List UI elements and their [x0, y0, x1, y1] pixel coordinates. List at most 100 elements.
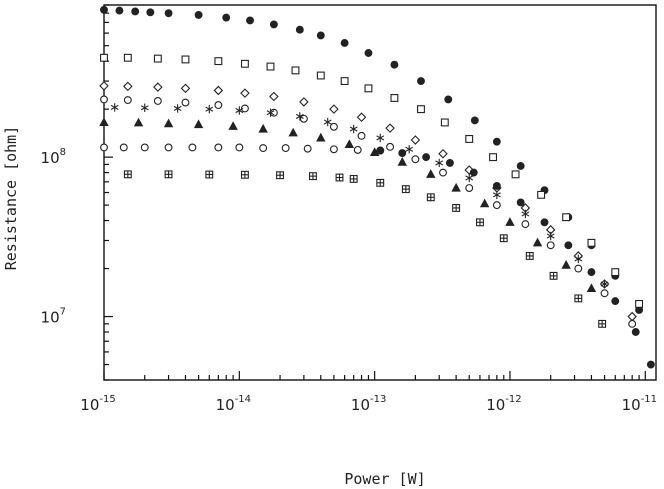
data-point — [240, 59, 249, 68]
data-point — [611, 297, 620, 306]
data-point — [316, 71, 325, 80]
data-point — [240, 88, 250, 98]
data-point — [193, 119, 204, 129]
data-point — [435, 158, 444, 168]
data-point — [439, 168, 447, 177]
data-point — [444, 95, 453, 104]
data-point — [440, 118, 449, 127]
data-point — [99, 117, 109, 127]
data-point — [340, 39, 349, 47]
data-point — [269, 91, 279, 102]
data-point — [386, 142, 395, 151]
data-point — [164, 170, 173, 179]
data-point — [546, 231, 555, 241]
data-marks — [99, 5, 655, 369]
data-point — [164, 143, 173, 152]
data-point — [540, 218, 549, 227]
data-point — [123, 81, 133, 92]
data-point — [492, 190, 501, 200]
data-point — [323, 117, 332, 127]
data-point — [100, 5, 108, 14]
data-point — [646, 360, 655, 369]
data-point — [627, 311, 637, 322]
data-point — [587, 268, 596, 277]
x-tick-label: 10-12 — [486, 394, 521, 414]
data-point — [479, 198, 490, 208]
data-point — [401, 185, 410, 194]
data-point — [549, 271, 558, 280]
data-point — [562, 213, 571, 222]
x-tick-label: 10-11 — [622, 394, 657, 414]
data-point — [153, 54, 162, 63]
data-point — [356, 112, 367, 122]
data-point — [353, 145, 362, 154]
data-point — [511, 170, 520, 179]
data-point — [611, 268, 620, 277]
data-point — [349, 124, 358, 134]
data-point — [329, 122, 338, 131]
data-point — [532, 237, 543, 247]
data-point — [222, 13, 231, 22]
x-tick-label: 10-14 — [216, 394, 251, 414]
data-point — [376, 133, 385, 143]
data-point — [564, 241, 573, 250]
y-tick-labels: 107 108 — [41, 147, 66, 326]
data-point — [213, 85, 224, 96]
data-point — [376, 146, 385, 155]
data-point — [316, 132, 326, 142]
data-point — [266, 108, 275, 117]
data-point — [123, 96, 132, 105]
data-point — [561, 260, 571, 269]
data-point — [299, 114, 308, 123]
data-point — [635, 299, 644, 308]
data-point — [600, 289, 609, 298]
data-point — [469, 168, 478, 177]
data-point — [240, 170, 249, 179]
data-point — [194, 10, 203, 19]
data-point — [369, 147, 380, 156]
data-point — [631, 328, 640, 336]
data-point — [100, 95, 108, 104]
data-point — [426, 193, 435, 202]
data-point — [516, 162, 525, 170]
data-point — [574, 254, 583, 264]
data-point — [329, 104, 339, 114]
data-point — [390, 60, 399, 69]
data-point — [465, 135, 474, 143]
data-point — [140, 103, 149, 112]
data-point — [349, 174, 358, 183]
data-point — [410, 135, 421, 145]
data-point — [574, 294, 583, 303]
data-point — [173, 104, 182, 113]
axis-ticks — [103, 4, 646, 381]
data-point — [521, 209, 530, 219]
data-point — [133, 117, 144, 127]
data-point — [214, 101, 223, 110]
data-point — [288, 127, 298, 137]
data-point — [100, 53, 108, 62]
data-point — [228, 121, 238, 130]
data-point — [492, 137, 501, 146]
data-point — [492, 181, 501, 190]
data-point — [146, 8, 155, 17]
data-point — [205, 104, 214, 114]
data-point — [335, 173, 344, 182]
data-point — [385, 123, 395, 133]
data-point — [451, 182, 461, 192]
data-point — [269, 20, 278, 29]
data-point — [475, 218, 484, 227]
data-point — [417, 77, 425, 86]
data-point — [110, 103, 119, 112]
data-point — [164, 9, 173, 18]
data-point — [258, 123, 268, 133]
data-point — [537, 190, 546, 199]
data-point — [153, 82, 163, 92]
data-point — [470, 116, 479, 125]
x-tick-label: 10-13 — [351, 394, 386, 414]
data-point — [99, 81, 109, 91]
x-tick-label: 10-15 — [80, 394, 115, 414]
data-point — [214, 57, 223, 66]
data-point — [344, 139, 355, 149]
data-point — [525, 251, 534, 260]
